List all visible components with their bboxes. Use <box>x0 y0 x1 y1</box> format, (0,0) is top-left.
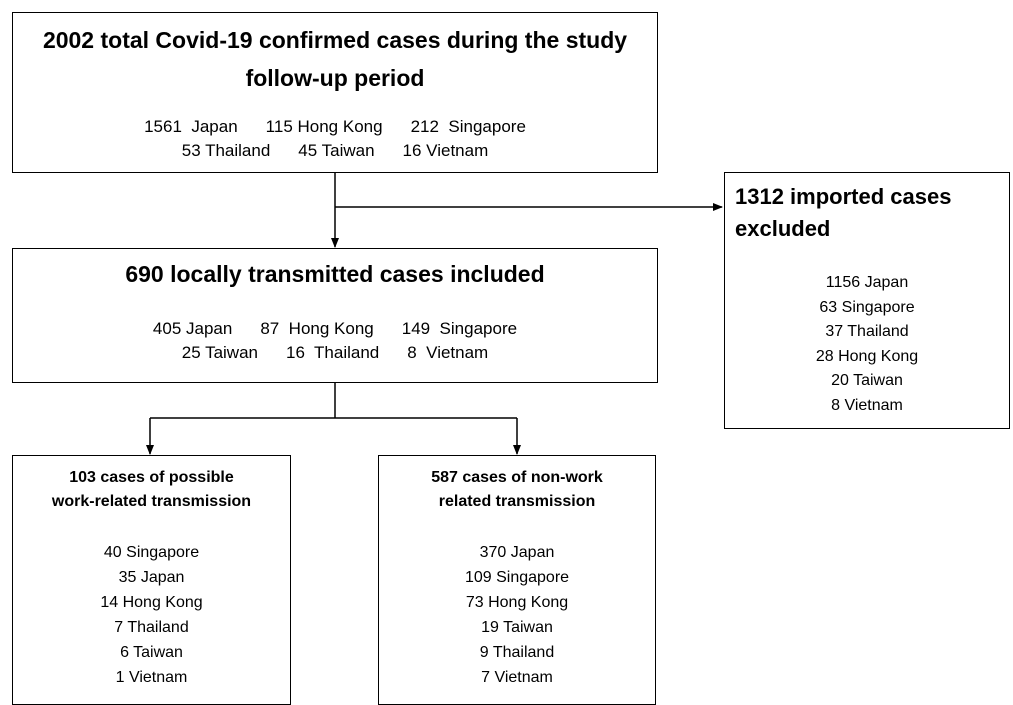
box-title: 587 cases of non-work related transmissio… <box>379 456 655 514</box>
list-row: 9 Thailand <box>379 640 655 665</box>
box-list: 405 Japan 87 Hong Kong 149 Singapore 25 Tai… <box>13 293 657 365</box>
list-item: 8 Vietnam <box>407 343 489 362</box>
list-item: 1156 Japan <box>825 274 909 291</box>
list-row: 19 Taiwan <box>379 615 655 640</box>
list-item: 6 Taiwan <box>120 644 183 661</box>
title-line: 2002 total Covid-19 confirmed cases duri… <box>42 27 628 53</box>
page: 2002 total Covid-19 confirmed cases duri… <box>12 12 1010 705</box>
title-line: excluded <box>735 216 831 241</box>
list-item: 8 Vietnam <box>831 396 903 414</box>
title-line: work-related transmission <box>51 493 252 510</box>
list-item: 1561 Japan <box>144 117 238 136</box>
box-title: 2002 total Covid-19 confirmed cases duri… <box>13 13 657 97</box>
box: 2002 total Covid-19 confirmed cases duri… <box>12 12 658 173</box>
list-row: 7 Thailand <box>13 615 290 640</box>
list-item: 25 Taiwan <box>181 343 258 362</box>
list-item: 9 Thailand <box>479 644 555 661</box>
box-list: 1156 Japan 63 Singapore 37 Thailand 28 Hong… <box>725 245 1009 419</box>
list-item: 28 Hong Kong <box>815 347 919 365</box>
box-list: 370 Japan 109 Singapore 73 Hong Kong 19 Tai… <box>379 514 655 690</box>
box-list: 40 Singapore 35 Japan 14 Hong Kong 7 Thaila… <box>13 514 290 690</box>
list-item: 16 Vietnam <box>402 141 489 160</box>
list-row: 63 Singapore <box>725 296 1009 321</box>
list-row: 40 Singapore <box>13 540 290 565</box>
list-row: 37 Thailand <box>725 320 1009 345</box>
box: 690 locally transmitted cases included 40… <box>12 248 658 383</box>
list-item: 1 Vietnam <box>115 669 188 686</box>
list-row: 20 Taiwan <box>725 369 1009 394</box>
list-item: 109 Singapore <box>464 569 570 586</box>
list-item: 20 Taiwan <box>831 372 903 390</box>
list-row: 6 Taiwan <box>13 640 290 665</box>
list-row: 370 Japan <box>379 540 655 565</box>
list-item: 19 Taiwan <box>481 619 553 636</box>
list-row: 109 Singapore <box>379 565 655 590</box>
list-item: 45 Taiwan <box>298 141 375 160</box>
title-line: 587 cases of non-work <box>431 469 603 486</box>
list-row: 405 Japan 87 Hong Kong 149 Singapore <box>13 317 657 341</box>
list-item: 35 Japan <box>118 569 185 586</box>
list-row: 14 Hong Kong <box>13 590 290 615</box>
list-row: 1 Vietnam <box>13 665 290 690</box>
list-row: 28 Hong Kong <box>725 345 1009 370</box>
list-item: 73 Hong Kong <box>465 594 569 611</box>
list-item: 212 Singapore <box>410 117 526 136</box>
list-item: 14 Hong Kong <box>100 594 203 611</box>
list-row: 35 Japan <box>13 565 290 590</box>
list-row: 8 Vietnam <box>725 394 1009 419</box>
list-item: 7 Thailand <box>114 619 189 636</box>
list-item: 53 Thailand <box>181 141 271 160</box>
title-line: 1312 imported cases <box>735 184 952 209</box>
list-row: 53 Thailand 45 Taiwan 16 Vietnam <box>13 139 657 163</box>
box-title: 1312 imported cases excluded <box>725 173 1009 245</box>
title-line: 103 cases of possible <box>69 469 234 486</box>
list-item: 87 Hong Kong <box>260 319 374 338</box>
list-row: 25 Taiwan 16 Thailand 8 Vietnam <box>13 341 657 365</box>
box: 1312 imported cases excluded 1156 Japan 63 … <box>724 172 1010 429</box>
list-item: 40 Singapore <box>103 544 200 561</box>
list-item: 149 Singapore <box>401 319 518 338</box>
list-row: 73 Hong Kong <box>379 590 655 615</box>
box-title: 103 cases of possible work-related transm… <box>13 456 290 514</box>
list-row: 7 Vietnam <box>379 665 655 690</box>
title-line: follow-up period <box>245 65 425 91</box>
list-item: 370 Japan <box>479 544 555 561</box>
box: 587 cases of non-work related transmissio… <box>378 455 656 705</box>
list-item: 7 Vietnam <box>481 669 553 686</box>
list-row: 1156 Japan <box>725 271 1009 296</box>
box: 103 cases of possible work-related transm… <box>12 455 291 705</box>
box-list: 1561 Japan 115 Hong Kong 212 Singapore 53 T… <box>13 97 657 163</box>
list-item: 405 Japan <box>152 319 233 338</box>
title-line: 690 locally transmitted cases included <box>125 261 545 287</box>
list-item: 115 Hong Kong <box>265 117 383 136</box>
list-item: 63 Singapore <box>819 298 915 316</box>
list-row: 1561 Japan 115 Hong Kong 212 Singapore <box>13 115 657 139</box>
list-item: 16 Thailand <box>286 343 380 362</box>
title-line: related transmission <box>438 493 596 510</box>
connectors <box>146 173 723 455</box>
list-item: 37 Thailand <box>825 323 909 341</box>
box-title: 690 locally transmitted cases included <box>13 249 657 293</box>
